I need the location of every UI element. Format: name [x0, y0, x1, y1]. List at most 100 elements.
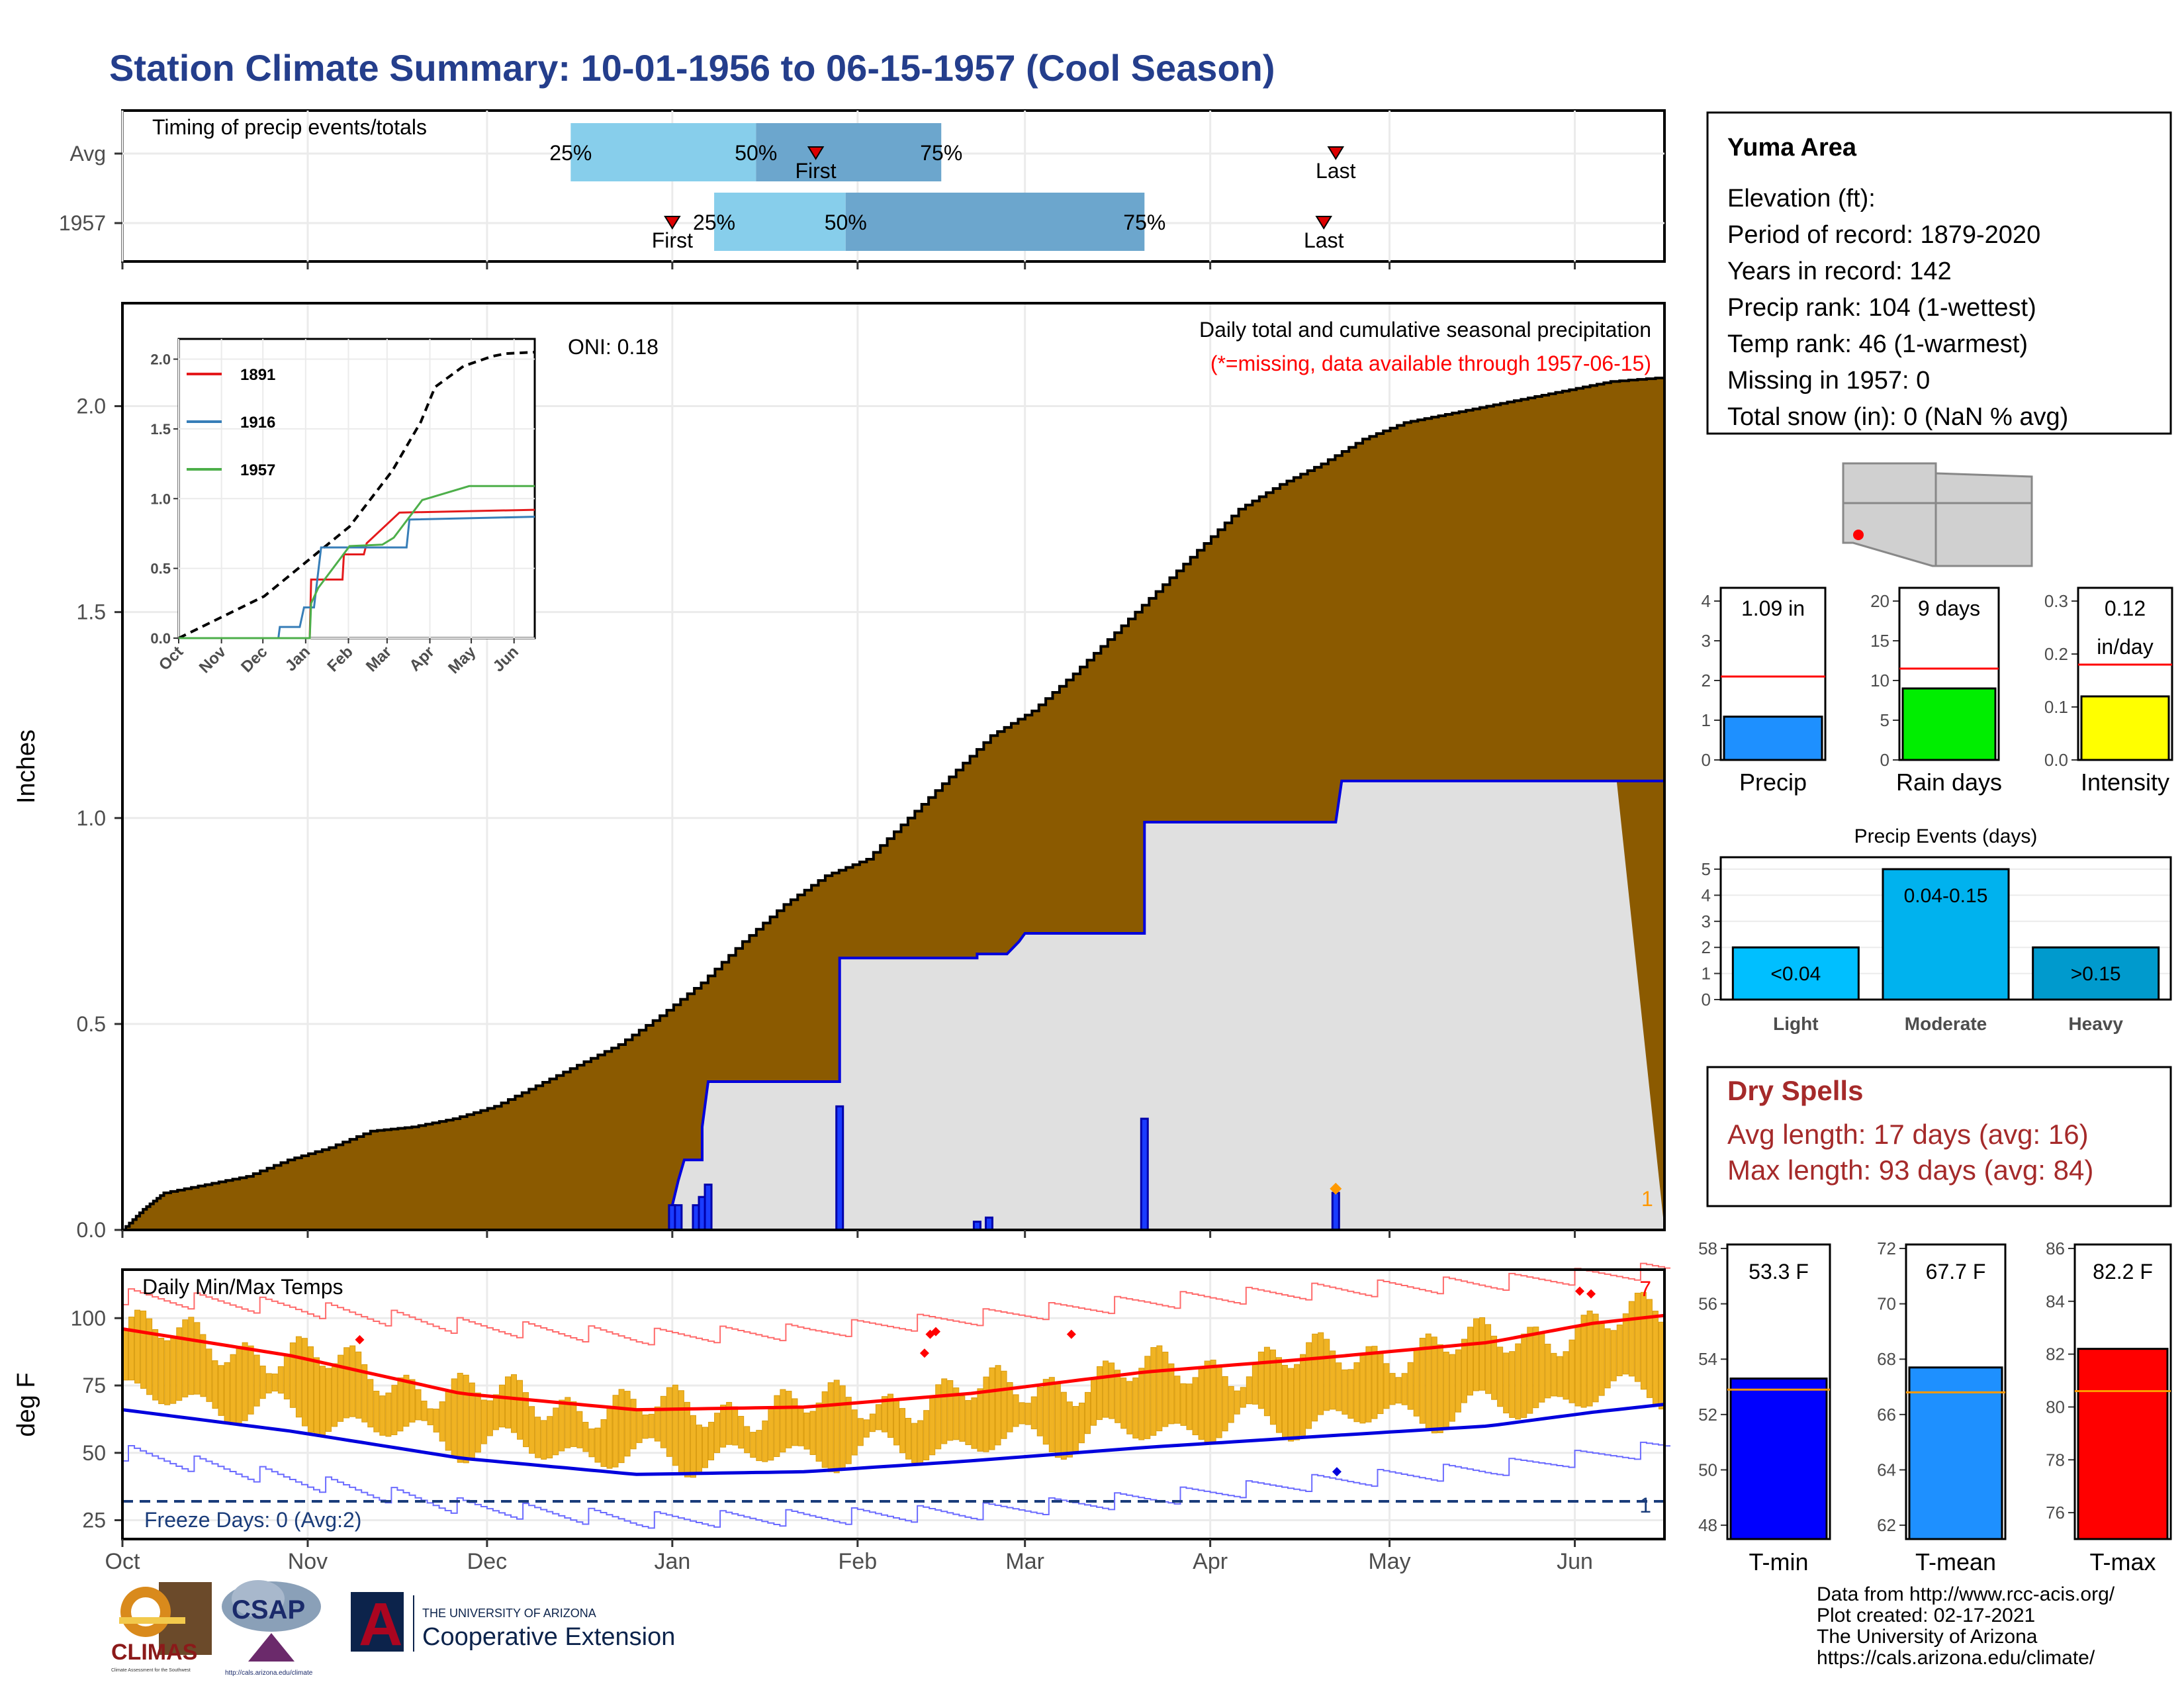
timing-pct-50: 50% [735, 141, 777, 165]
temps-daily-range-bar [1246, 1376, 1252, 1405]
temps-daily-range-bar [463, 1374, 469, 1464]
temps-daily-range-bar [403, 1374, 410, 1427]
temps-daily-range-bar [1240, 1387, 1246, 1408]
timing-bar-late [756, 123, 942, 181]
precip-daily-bar [1331, 1192, 1340, 1231]
dry-spells-box [1706, 1066, 2172, 1207]
temps-daily-range-bar [1616, 1324, 1623, 1376]
temps-ytick-label: 75 [82, 1374, 106, 1397]
tsum-ytick-label: 68 [1877, 1349, 1896, 1369]
credit-plot-created: Plot created: 02-17-2021 [1817, 1605, 2036, 1626]
station-info-line: Temp rank: 46 (1-warmest) [1727, 330, 2028, 358]
temps-daily-range-bar [1019, 1402, 1025, 1425]
temps-daily-range-bar [1604, 1328, 1611, 1389]
tsum-ytick-label: 76 [2046, 1503, 2065, 1523]
temps-daily-range-bar [1318, 1332, 1324, 1415]
credit-data-source: Data from http://www.rcc-acis.org/ [1817, 1583, 2115, 1605]
station-info-line: Missing in 1957: 0 [1727, 367, 1930, 395]
timing-bar-early [570, 123, 756, 181]
temps-daily-range-bar [1539, 1333, 1545, 1403]
totals-ytick-label: 1 [1702, 710, 1711, 730]
temps-daily-range-bar [277, 1366, 284, 1394]
temps-daily-range-bar [439, 1401, 445, 1442]
temps-daily-range-bar [911, 1423, 918, 1464]
temps-record-marker [919, 1348, 929, 1358]
ua-shield-letter: A [359, 1591, 402, 1658]
tsum-ytick-label: 70 [1877, 1294, 1896, 1314]
temps-daily-range-bar [445, 1389, 451, 1451]
inset-series-1916 [179, 516, 535, 639]
totals-ytick-label: 0 [1880, 750, 1889, 770]
temps-daily-range-bar [158, 1337, 165, 1405]
tsum-bar-T-mean [1908, 1366, 2003, 1540]
events-panel-frame [1719, 856, 2172, 1001]
temps-daily-range-bar [929, 1396, 936, 1456]
temps-daily-range-bar [1204, 1360, 1210, 1442]
temps-xtick-label: Jun [1557, 1549, 1593, 1574]
temps-daily-range-bar [1365, 1346, 1372, 1423]
precip-ytick-label: 0.0 [77, 1218, 106, 1242]
temps-daily-range-bar [839, 1385, 846, 1471]
timing-pct-25: 25% [549, 141, 592, 165]
temps-daily-range-bar [265, 1373, 272, 1393]
events-ytick-label: 1 [1702, 964, 1711, 984]
temps-daily-range-bar [1115, 1370, 1121, 1423]
timing-first-marker [807, 146, 825, 160]
timing-row-label: Avg [69, 142, 106, 165]
tsum-ytick-label: 66 [1877, 1405, 1896, 1425]
tsum-ytick-label: 72 [1877, 1239, 1896, 1258]
temps-daily-range-bar [1419, 1338, 1426, 1424]
temps-daily-range-bar [1389, 1373, 1396, 1405]
station-name: Yuma Area [1727, 134, 1857, 162]
temps-daily-range-bar [714, 1413, 721, 1453]
temps-daily-range-bar [152, 1329, 159, 1401]
temps-daily-range-bar [1509, 1351, 1516, 1418]
totals-value-label2: in/day [2097, 635, 2153, 659]
temps-daily-range-bar [457, 1372, 463, 1463]
timing-row-label: 1957 [59, 211, 106, 235]
temps-daily-range-bar [636, 1409, 643, 1443]
station-info-line: Elevation (ft): [1727, 185, 1876, 212]
totals-ytick-label: 20 [1870, 591, 1889, 611]
temps-daily-range-bar [863, 1419, 870, 1438]
temps-daily-range-bar [762, 1420, 768, 1462]
events-bar-light [1731, 946, 1860, 1001]
totals-value-label: 0.12 [2105, 596, 2146, 620]
dry-spells-title: Dry Spells [1727, 1075, 1863, 1106]
temps-daily-range-bar [1060, 1391, 1067, 1460]
timing-first-marker [664, 216, 681, 230]
totals-value-label: 1.09 in [1741, 596, 1805, 620]
temps-daily-range-bar [803, 1412, 810, 1450]
climas-logo-text: CLIMAS [111, 1640, 197, 1665]
events-bar-moderate [1882, 868, 2010, 1001]
temps-daily-range-bar [750, 1432, 756, 1458]
timing-pct-75: 75% [1123, 211, 1165, 234]
temps-daily-range-bar [1078, 1402, 1085, 1444]
temps-daily-range-bar [1592, 1313, 1599, 1403]
temps-daily-range-bar [857, 1418, 864, 1446]
station-info-line: Total snow (in): 0 (NaN % avg) [1727, 403, 2068, 431]
temps-daily-range-bar [1144, 1356, 1151, 1439]
precip-missing-marker [1330, 1182, 1342, 1195]
totals-bar-Rain days [1901, 687, 1997, 761]
temps-daily-range-bar [576, 1411, 583, 1448]
temps-daily-range-bar [905, 1417, 912, 1460]
totals-bar-Precip [1723, 716, 1823, 761]
temps-daily-range-bar [504, 1376, 511, 1429]
timing-last-label: Last [1316, 159, 1356, 183]
temps-daily-range-bar [236, 1346, 242, 1425]
temps-ytick-label: 100 [71, 1306, 106, 1330]
tsum-ytick-label: 82 [2046, 1344, 2065, 1364]
inset-legend-label: 1891 [240, 366, 275, 384]
temps-daily-range-bar [983, 1376, 989, 1452]
temps-daily-range-bar [1210, 1360, 1216, 1442]
temps-daily-range-bar [606, 1406, 613, 1469]
temps-daily-range-bar [1275, 1357, 1282, 1433]
inset-ytick-label: 0.5 [150, 561, 171, 577]
temps-daily-range-bar [1174, 1376, 1181, 1424]
timing-first-label: First [795, 159, 836, 183]
temps-low-marker [1332, 1467, 1342, 1477]
precip-corner-count: 1 [1641, 1187, 1653, 1211]
temps-daily-range-bar [684, 1401, 690, 1477]
totals-category-label: Precip [1739, 769, 1807, 796]
